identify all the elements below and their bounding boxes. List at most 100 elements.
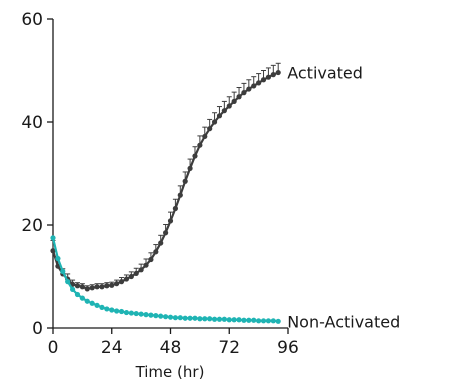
data-point-non-activated — [109, 307, 115, 313]
data-point-activated — [89, 285, 95, 291]
data-point-activated — [260, 77, 267, 83]
data-point-non-activated — [118, 308, 125, 315]
series-line-non-activated — [51, 237, 279, 323]
data-point-activated — [50, 248, 56, 254]
data-point-non-activated — [192, 315, 198, 321]
data-point-activated — [182, 178, 188, 184]
series-activated — [50, 62, 281, 292]
data-point-non-activated — [275, 318, 281, 324]
data-point-activated — [236, 94, 242, 100]
data-point-non-activated — [163, 314, 169, 320]
y-tick-label: 40 — [21, 113, 43, 133]
data-point-non-activated — [148, 312, 154, 318]
data-point-non-activated — [167, 314, 174, 320]
y-tick-label: 0 — [32, 319, 43, 339]
data-point-non-activated — [128, 310, 134, 316]
data-point-non-activated — [231, 317, 237, 323]
data-point-activated — [211, 119, 218, 125]
data-point-activated — [167, 218, 174, 224]
data-point-non-activated — [256, 318, 262, 324]
data-point-non-activated — [55, 255, 61, 262]
data-point-activated — [231, 98, 237, 104]
data-point-non-activated — [202, 316, 208, 322]
data-point-non-activated — [211, 316, 218, 322]
y-tick-label: 60 — [21, 10, 43, 30]
data-point-activated — [74, 283, 81, 289]
x-tick-label: 72 — [218, 338, 240, 358]
data-point-non-activated — [172, 315, 178, 321]
data-point-non-activated — [246, 317, 252, 323]
data-point-non-activated — [260, 318, 267, 324]
data-point-non-activated — [123, 309, 130, 316]
data-point-non-activated — [251, 317, 257, 323]
data-point-activated — [216, 113, 223, 119]
data-point-activated — [128, 273, 134, 280]
data-point-non-activated — [226, 317, 232, 323]
data-point-non-activated — [265, 318, 272, 324]
data-point-activated — [94, 284, 100, 290]
data-point-non-activated — [89, 300, 95, 306]
series-non-activated — [50, 235, 281, 324]
x-tick-label: 96 — [277, 338, 299, 358]
data-point-non-activated — [50, 235, 56, 241]
data-point-non-activated — [153, 313, 159, 319]
data-point-non-activated — [221, 316, 227, 322]
series-label-non-activated: Non-Activated — [287, 312, 400, 331]
data-point-activated — [265, 74, 272, 80]
data-point-activated — [256, 80, 262, 86]
series-label-activated: Activated — [287, 64, 363, 83]
x-tick-label: 48 — [160, 338, 182, 358]
data-point-activated — [138, 267, 144, 273]
tick-group: 0 20 40 60 0 24 48 72 96 — [21, 10, 298, 358]
series-layer — [50, 62, 281, 324]
data-point-non-activated — [143, 312, 149, 318]
data-point-activated — [84, 286, 90, 292]
data-point-activated — [251, 83, 257, 89]
data-point-activated — [221, 108, 227, 114]
data-point-activated — [187, 165, 193, 171]
data-point-activated — [79, 284, 85, 290]
data-point-non-activated — [74, 291, 81, 298]
data-point-non-activated — [207, 316, 213, 322]
data-point-activated — [172, 205, 178, 212]
data-point-non-activated — [187, 315, 193, 321]
data-point-non-activated — [99, 304, 105, 310]
data-point-non-activated — [236, 317, 242, 323]
data-point-activated — [148, 256, 154, 263]
data-point-non-activated — [104, 306, 110, 312]
x-axis-title: Time (hr) — [135, 363, 205, 381]
data-point-activated — [177, 192, 183, 198]
series-line-activated — [51, 71, 279, 291]
data-point-activated — [153, 249, 159, 255]
data-point-non-activated — [158, 313, 164, 319]
x-tick-label: 24 — [101, 338, 123, 358]
data-point-non-activated — [182, 315, 188, 321]
data-point-activated — [158, 240, 164, 246]
data-point-non-activated — [60, 268, 66, 274]
data-point-non-activated — [133, 310, 139, 317]
data-point-activated — [143, 262, 149, 268]
data-point-non-activated — [241, 317, 247, 323]
data-point-activated — [123, 276, 130, 282]
data-point-activated — [246, 86, 252, 92]
data-point-activated — [192, 153, 198, 159]
data-point-non-activated — [114, 308, 120, 314]
data-point-non-activated — [79, 295, 85, 301]
data-point-activated — [104, 283, 110, 289]
data-point-non-activated — [197, 316, 203, 322]
series-labels: Activated Non-Activated — [287, 64, 400, 332]
data-point-activated — [114, 281, 120, 287]
y-tick-label: 20 — [21, 216, 43, 236]
data-point-non-activated — [65, 279, 71, 285]
data-point-activated — [118, 279, 125, 285]
data-point-activated — [270, 72, 276, 78]
data-point-activated — [207, 126, 213, 132]
data-point-non-activated — [69, 286, 76, 292]
data-point-non-activated — [84, 298, 90, 304]
data-point-activated — [226, 103, 232, 109]
data-point-activated — [109, 282, 115, 288]
data-point-non-activated — [216, 316, 223, 322]
data-point-non-activated — [177, 315, 183, 321]
x-tick-label: 0 — [48, 338, 59, 358]
